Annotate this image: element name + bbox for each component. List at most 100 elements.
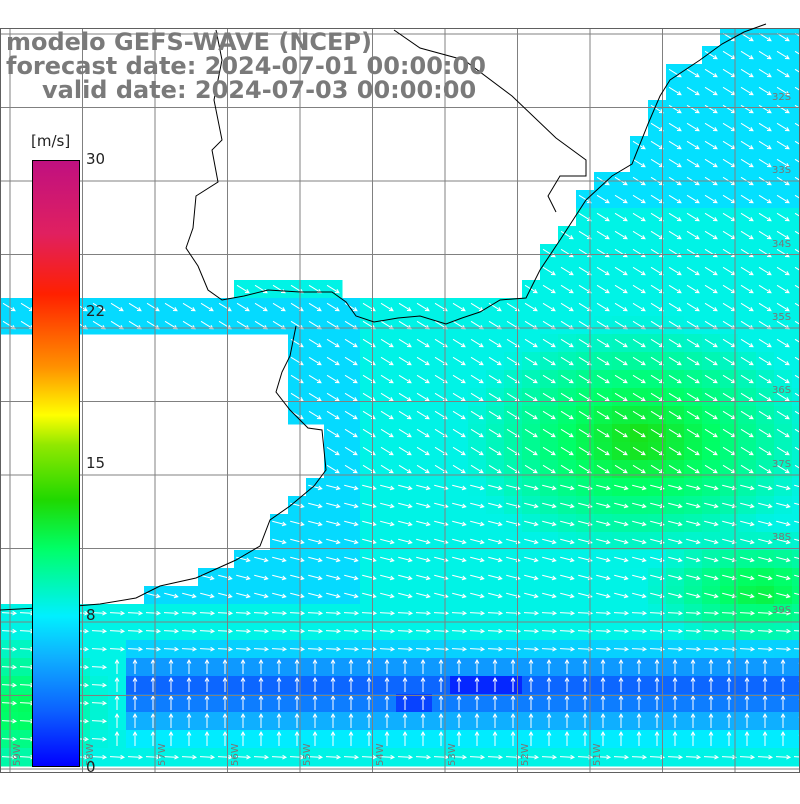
wind-arrow xyxy=(452,574,467,581)
wind-arrow xyxy=(312,676,318,692)
wind-arrow xyxy=(632,356,646,366)
wind-arrow xyxy=(546,712,552,728)
wind-arrow xyxy=(686,140,700,150)
wind-arrow xyxy=(704,50,718,60)
wind-arrow xyxy=(326,392,340,402)
lat-label: 33S xyxy=(772,165,791,176)
wind-arrow xyxy=(1,646,18,652)
wind-arrow xyxy=(596,484,611,491)
wind-arrow xyxy=(726,658,732,674)
wind-arrow xyxy=(704,502,719,509)
wind-arrow xyxy=(632,338,646,348)
wind-cell xyxy=(792,442,800,461)
wind-arrow xyxy=(344,410,358,420)
wind-arrow xyxy=(308,556,323,563)
wind-arrow xyxy=(308,320,322,330)
wind-arrow xyxy=(366,712,372,728)
wind-arrow xyxy=(775,628,792,634)
wind-arrow xyxy=(326,284,340,294)
wind-arrow xyxy=(380,484,395,491)
wind-arrow xyxy=(541,754,558,760)
wind-arrow xyxy=(416,520,431,527)
wind-arrow xyxy=(524,320,538,330)
wind-arrow xyxy=(668,484,683,491)
wind-arrow xyxy=(794,212,800,217)
wind-arrow xyxy=(163,646,180,652)
wind-arrow xyxy=(582,730,588,746)
wind-arrow xyxy=(704,392,718,402)
wind-arrow xyxy=(488,356,502,366)
wind-cell xyxy=(792,64,800,83)
longitude-labels: 59W 58W 57W 56W 55W 54W 53W 52W 51W xyxy=(12,743,603,766)
wind-arrow xyxy=(757,754,774,760)
wind-arrow xyxy=(1,700,18,706)
wind-arrow xyxy=(704,140,718,150)
wind-arrow xyxy=(470,338,484,348)
wind-arrow xyxy=(181,628,198,634)
wind-cell xyxy=(792,496,800,515)
wind-arrow xyxy=(451,628,468,634)
wind-arrow xyxy=(362,502,377,509)
wind-arrow xyxy=(344,574,359,581)
wind-arrow xyxy=(542,302,556,312)
wind-arrow xyxy=(488,374,502,384)
wind-arrow xyxy=(380,374,394,384)
wind-arrow xyxy=(740,140,754,150)
wind-arrow xyxy=(740,122,754,132)
wind-arrow xyxy=(236,284,250,294)
wind-arrow xyxy=(150,676,156,692)
wind-arrow xyxy=(632,446,646,456)
wind-arrow xyxy=(582,658,588,674)
wind-arrow xyxy=(559,610,576,616)
wind-arrow xyxy=(416,538,431,545)
wind-cell xyxy=(792,676,800,695)
wind-arrow xyxy=(420,676,426,692)
wind-arrow xyxy=(542,284,556,294)
wind-arrow xyxy=(758,194,772,204)
wind-arrow xyxy=(739,754,756,760)
wind-arrow xyxy=(740,266,754,276)
wind-arrow xyxy=(686,284,700,294)
wind-arrow xyxy=(672,712,678,728)
wind-arrow xyxy=(344,592,359,599)
wind-arrow xyxy=(344,484,359,491)
wind-arrow xyxy=(182,592,197,599)
wind-arrow xyxy=(600,676,606,692)
wind-arrow xyxy=(632,464,646,474)
wind-arrow xyxy=(398,320,412,330)
wind-arrow xyxy=(168,676,174,692)
wind-arrow xyxy=(398,338,412,348)
wind-arrow xyxy=(704,104,718,114)
wind-arrow xyxy=(488,484,503,491)
wind-arrow xyxy=(200,320,214,330)
wind-arrow xyxy=(474,676,480,692)
wind-arrow xyxy=(542,320,556,330)
wind-arrow xyxy=(272,320,286,330)
wind-arrow xyxy=(488,428,502,438)
wind-arrow xyxy=(398,502,413,509)
wind-arrow xyxy=(433,754,450,760)
wind-cell xyxy=(792,316,800,335)
wind-arrow xyxy=(776,68,790,78)
wind-arrow xyxy=(542,338,556,348)
wind-arrow xyxy=(704,410,718,420)
wind-arrow xyxy=(740,302,754,312)
wind-cell xyxy=(792,514,800,533)
wind-arrow xyxy=(420,730,426,746)
wind-arrow xyxy=(758,428,772,438)
wind-arrow xyxy=(686,428,700,438)
wind-arrow xyxy=(199,610,216,616)
wind-arrow xyxy=(397,754,414,760)
wind-arrow xyxy=(1,628,18,634)
wind-arrow xyxy=(164,592,179,599)
wind-arrow xyxy=(110,302,124,312)
wind-arrow xyxy=(326,338,340,348)
wind-arrow xyxy=(470,556,485,563)
wind-arrow xyxy=(416,446,430,456)
wind-arrow xyxy=(794,50,800,55)
wind-arrow xyxy=(416,428,430,438)
wind-arrow xyxy=(740,32,754,42)
wind-arrow xyxy=(758,302,772,312)
wind-arrow xyxy=(146,592,161,599)
